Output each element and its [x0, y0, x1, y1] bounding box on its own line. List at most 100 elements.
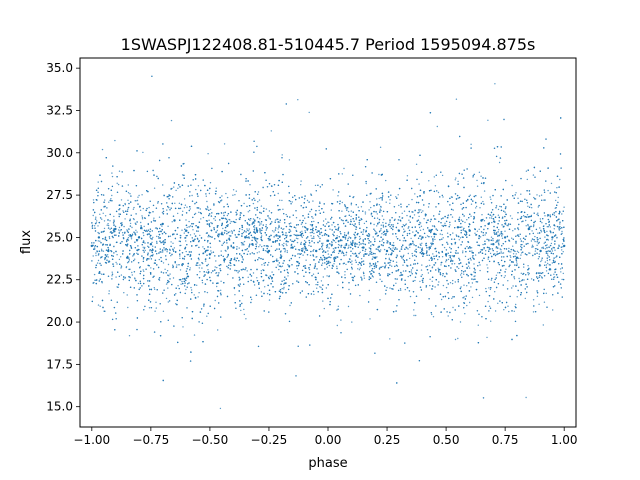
data-point — [194, 212, 197, 215]
data-point — [385, 253, 387, 256]
data-point — [357, 263, 359, 266]
data-point — [263, 262, 265, 265]
data-point — [388, 242, 390, 244]
data-point — [517, 228, 520, 231]
data-point — [354, 259, 357, 261]
data-point — [347, 237, 349, 240]
data-point — [442, 196, 444, 198]
data-point — [553, 276, 556, 278]
data-point — [407, 248, 409, 250]
data-point — [561, 249, 563, 251]
data-point — [283, 283, 285, 286]
data-point — [184, 204, 187, 206]
data-point — [339, 244, 341, 247]
data-point — [258, 251, 260, 253]
data-point — [109, 220, 111, 222]
data-point — [154, 310, 156, 312]
data-point — [198, 259, 200, 261]
data-point — [267, 249, 271, 253]
data-point — [353, 253, 355, 255]
data-point — [318, 236, 320, 238]
data-point — [308, 268, 311, 271]
data-point — [442, 237, 444, 239]
data-point — [103, 227, 106, 230]
data-point — [489, 252, 492, 255]
data-point — [337, 243, 340, 246]
data-point — [103, 220, 106, 222]
chart-title: 1SWASPJ122408.81-510445.7 Period 1595094… — [121, 35, 536, 54]
data-point — [481, 248, 484, 251]
data-point — [254, 238, 256, 241]
data-point — [475, 205, 478, 208]
data-point — [358, 235, 361, 238]
data-point — [260, 223, 262, 225]
data-point — [490, 320, 492, 322]
data-point — [363, 243, 365, 245]
data-point — [520, 272, 522, 274]
data-point — [555, 256, 557, 258]
data-point — [464, 255, 467, 258]
data-point — [452, 279, 454, 282]
data-point — [504, 223, 507, 226]
data-point — [162, 184, 164, 186]
data-point — [185, 219, 187, 221]
data-point — [523, 279, 525, 281]
data-point — [561, 243, 564, 245]
data-point — [546, 230, 548, 233]
data-point — [526, 178, 528, 181]
data-point — [201, 282, 204, 284]
data-point — [351, 260, 353, 262]
data-point — [372, 270, 374, 273]
data-point — [380, 205, 382, 208]
data-point — [496, 251, 498, 253]
data-point — [92, 214, 94, 217]
data-point — [164, 268, 166, 270]
data-point — [196, 226, 200, 229]
data-point — [260, 205, 263, 207]
data-point — [256, 252, 258, 254]
data-point — [206, 200, 208, 203]
data-point — [479, 269, 481, 272]
data-point — [108, 201, 110, 203]
data-point — [320, 286, 322, 289]
data-point — [418, 211, 420, 213]
data-point — [385, 201, 387, 203]
data-point — [510, 251, 512, 253]
data-point — [321, 259, 324, 262]
data-point — [167, 301, 169, 303]
data-point — [413, 214, 416, 216]
data-point — [231, 232, 233, 234]
data-point — [192, 229, 194, 231]
data-point — [170, 255, 172, 257]
data-point — [152, 253, 154, 256]
data-point — [206, 241, 209, 243]
data-point — [300, 184, 302, 186]
data-point — [284, 251, 286, 253]
data-point — [422, 228, 425, 231]
data-point — [226, 256, 228, 259]
data-point — [358, 223, 361, 226]
data-point — [370, 206, 372, 209]
data-point — [227, 273, 229, 276]
data-point — [143, 234, 145, 237]
data-point — [199, 271, 201, 273]
data-point — [286, 244, 288, 247]
data-point — [122, 210, 124, 212]
data-point — [467, 265, 470, 267]
data-point — [507, 225, 509, 227]
data-point — [380, 249, 382, 251]
data-point — [242, 243, 244, 245]
data-point — [498, 240, 500, 242]
data-point — [153, 187, 156, 189]
data-point — [508, 310, 510, 313]
data-point — [310, 235, 312, 237]
data-point — [534, 235, 536, 238]
data-point — [359, 267, 361, 269]
data-point — [234, 294, 236, 296]
data-point — [97, 304, 100, 306]
data-point — [126, 262, 129, 264]
data-point — [379, 208, 381, 210]
data-point — [354, 234, 356, 237]
data-point — [228, 235, 231, 237]
data-point — [445, 261, 447, 263]
